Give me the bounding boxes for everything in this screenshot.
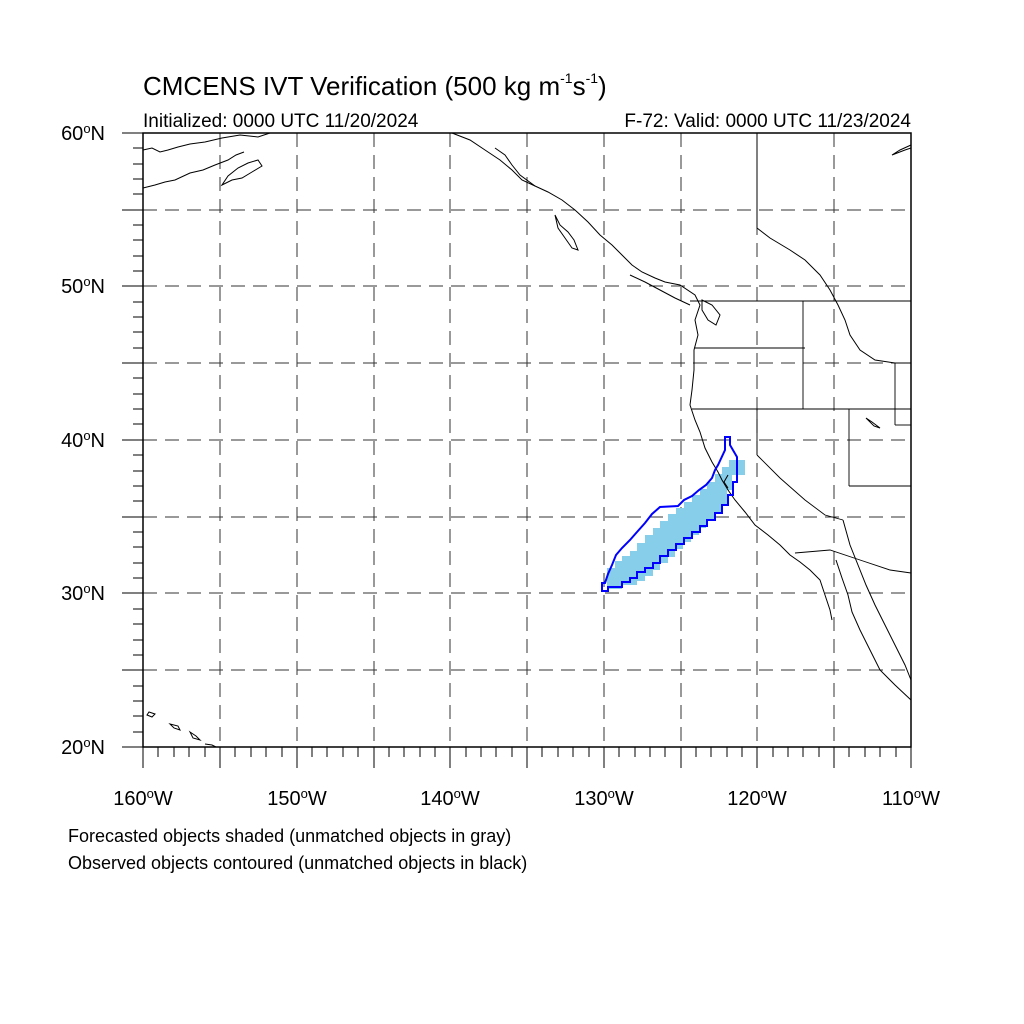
degree-symbol: o: [83, 428, 91, 443]
degree-symbol: o: [607, 786, 615, 801]
forecast-object-shade: [607, 460, 745, 589]
lon-label-140w: 140oW: [420, 786, 480, 811]
lon-value: 140: [420, 788, 454, 810]
lon-label-160w: 160oW: [113, 786, 173, 811]
grid-lines: [143, 133, 911, 747]
degree-symbol: o: [83, 121, 91, 136]
lon-value: 130: [574, 788, 608, 810]
coastlines: [142, 132, 912, 748]
degree-symbol: o: [146, 786, 154, 801]
degree-symbol: o: [83, 735, 91, 750]
lat-suffix: N: [90, 737, 105, 759]
lon-value: 150: [267, 788, 301, 810]
lat-suffix: N: [90, 583, 105, 605]
title-exponent-2: -1: [585, 70, 599, 86]
lon-suffix: W: [153, 788, 173, 810]
lat-label-20n: 20oN: [61, 735, 105, 760]
legend-observed-note: Observed objects contoured (unmatched ob…: [68, 853, 528, 873]
lon-label-120w: 120oW: [727, 786, 787, 811]
title-end-text: ): [598, 71, 607, 101]
lon-value: 160: [113, 788, 147, 810]
lon-suffix: W: [460, 788, 480, 810]
lat-label-40n: 40oN: [61, 428, 105, 453]
lon-value: 110: [881, 788, 914, 810]
lat-suffix: N: [90, 430, 105, 452]
lat-value: 30: [61, 583, 84, 605]
title-mid-text: s: [572, 71, 586, 101]
lat-value: 60: [61, 123, 84, 145]
lon-suffix: W: [614, 788, 634, 810]
init-time-label: Initialized: 0000 UTC 11/20/2024: [143, 111, 419, 132]
lon-label-110w: 110oW: [882, 786, 940, 811]
lon-label-130w: 130oW: [574, 786, 634, 811]
valid-time-label: F-72: Valid: 0000 UTC 11/23/2024: [624, 111, 911, 132]
degree-symbol: o: [83, 581, 91, 596]
title-exponent-1: -1: [560, 70, 573, 86]
lon-suffix: W: [767, 788, 787, 810]
axis-ticks: [122, 132, 912, 768]
degree-symbol: o: [83, 274, 91, 289]
lat-label-60n: 60oN: [61, 121, 105, 146]
lat-value: 40: [61, 430, 84, 452]
lon-suffix: W: [307, 788, 327, 810]
figure-title: CMCENS IVT Verification (500 kg m-1s-1): [143, 70, 607, 102]
degree-symbol: o: [760, 786, 768, 801]
lat-suffix: N: [90, 276, 105, 298]
title-main-text: CMCENS IVT Verification (500 kg m: [143, 71, 561, 101]
degree-symbol: o: [453, 786, 461, 801]
degree-symbol: o: [300, 786, 308, 801]
lon-label-150w: 150oW: [267, 786, 327, 811]
lat-value: 50: [61, 276, 84, 298]
legend-forecast-note: Forecasted objects shaded (unmatched obj…: [68, 826, 512, 846]
observed-object-contour: [601, 436, 738, 592]
lat-label-30n: 30oN: [61, 581, 105, 606]
lat-label-50n: 50oN: [61, 274, 105, 299]
lat-value: 20: [61, 737, 84, 759]
lon-value: 120: [727, 788, 761, 810]
lon-suffix: W: [921, 788, 941, 810]
lat-suffix: N: [90, 123, 105, 145]
degree-symbol: o: [913, 786, 922, 801]
political-borders: [690, 300, 912, 574]
